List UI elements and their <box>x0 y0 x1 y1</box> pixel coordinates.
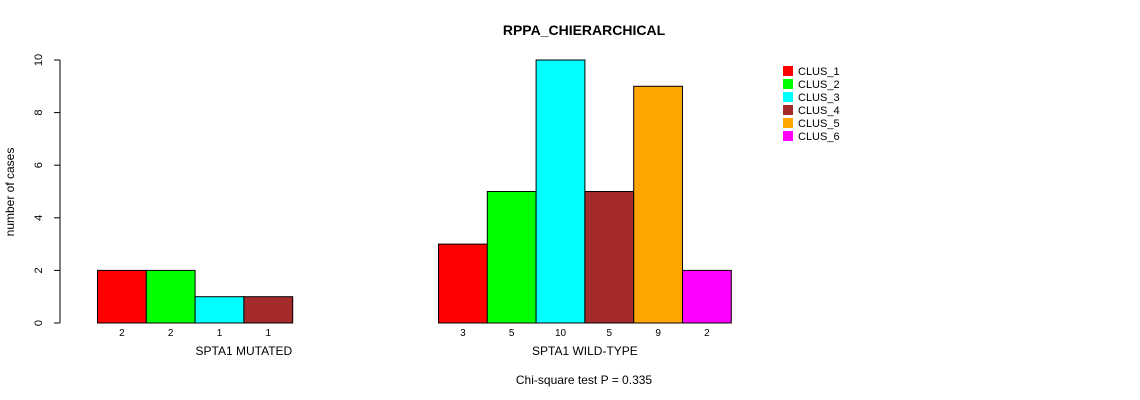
legend-swatch <box>783 105 793 115</box>
bar-count-label: 10 <box>555 328 567 339</box>
legend-swatch <box>783 92 793 102</box>
y-tick-label: 0 <box>33 320 45 326</box>
chart-title: RPPA_CHIERARCHICAL <box>503 22 666 38</box>
legend-label: CLUS_4 <box>798 105 840 117</box>
bar-clus-3 <box>535 59 586 324</box>
bar-clus-5 <box>633 85 684 324</box>
bar-clus-4 <box>584 191 635 324</box>
group-label: SPTA1 WILD-TYPE <box>532 344 638 358</box>
y-axis-label: number of cases <box>3 148 17 237</box>
bar-clus-1 <box>438 243 488 324</box>
bar-count-label: 2 <box>704 328 710 339</box>
bar-count-label: 1 <box>217 328 223 339</box>
bar-count-label: 1 <box>266 328 272 339</box>
bar-count-label: 5 <box>607 328 613 339</box>
legend-label: CLUS_1 <box>798 66 840 78</box>
bar-clus-2 <box>486 191 537 324</box>
bar-count-label: 2 <box>119 328 125 339</box>
bar-clus-1 <box>97 269 147 324</box>
y-tick-label: 4 <box>33 215 45 221</box>
bar-group-2: 3 5 10 5 9 2 SPTA1 WILD-TYPE <box>438 59 732 358</box>
chi-square-footer: Chi-square test P = 0.335 <box>516 373 653 387</box>
bar-count-label: 9 <box>655 328 661 339</box>
legend-label: CLUS_6 <box>798 131 840 143</box>
bar-clus-2 <box>145 269 196 324</box>
legend-swatch <box>783 79 793 89</box>
bar-count-label: 2 <box>168 328 174 339</box>
legend-label: CLUS_3 <box>798 92 840 104</box>
bar-group-1: 2 2 1 1 SPTA1 MUTATED <box>97 269 294 358</box>
legend-swatch <box>783 131 793 141</box>
y-tick-label: 2 <box>33 267 45 273</box>
y-tick-label: 8 <box>33 110 45 116</box>
legend-swatch <box>783 118 793 128</box>
y-tick-label: 10 <box>33 54 45 66</box>
bar-count-label: 3 <box>460 328 466 339</box>
bar-clus-6 <box>682 269 732 324</box>
bar-count-label: 5 <box>509 328 515 339</box>
bar-clus-3 <box>194 296 245 324</box>
legend-label: CLUS_2 <box>798 79 840 91</box>
group-label: SPTA1 MUTATED <box>196 344 293 358</box>
bars: 2 2 1 1 SPTA1 MUTATED 3 5 10 5 9 2 SPTA1 WILD-TYPE <box>97 59 732 358</box>
y-axis: 0 2 4 6 8 10 <box>33 54 61 326</box>
bar-clus-4 <box>243 296 294 324</box>
y-tick-label: 6 <box>33 162 45 168</box>
legend-swatch <box>783 66 793 76</box>
legend-label: CLUS_5 <box>798 118 840 130</box>
